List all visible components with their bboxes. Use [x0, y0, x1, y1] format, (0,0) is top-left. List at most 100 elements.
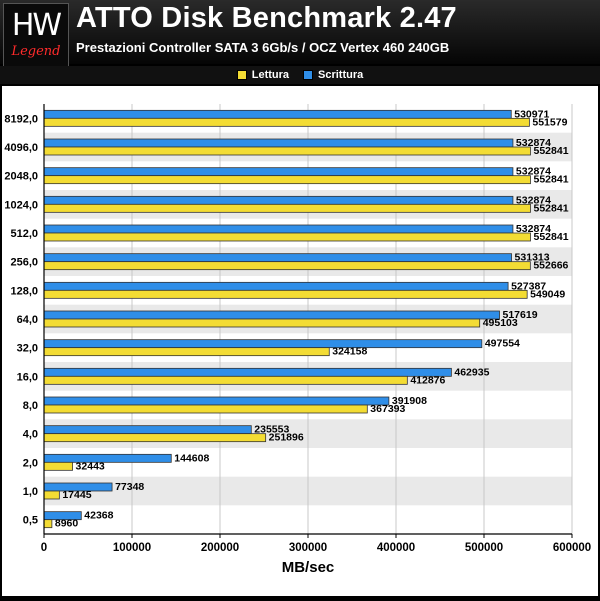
bar-read	[43, 261, 531, 271]
data-label-write: 532874	[516, 194, 551, 206]
y-tick-label: 8,0	[23, 400, 38, 412]
data-label-write: 531313	[515, 252, 550, 264]
x-axis-labels: 0 100000 200000 300000 400000 500000 600000	[41, 542, 591, 554]
bar-write	[43, 167, 514, 177]
data-label-read: 551579	[532, 116, 567, 128]
data-label-read: 549049	[530, 288, 565, 300]
y-tick-label: 2048,0	[4, 171, 38, 183]
data-label-write: 532874	[516, 166, 551, 178]
y-tick-label: 512,0	[10, 228, 38, 240]
data-label-write: 462935	[454, 366, 489, 378]
data-label-read: 32443	[76, 460, 105, 472]
data-label-write: 530971	[514, 108, 549, 120]
bar-read	[43, 461, 73, 471]
bar-write	[43, 253, 512, 263]
bar-chart: 5309715515795328745528415328745528415328…	[4, 104, 591, 576]
data-label-write: 527387	[511, 280, 546, 292]
bar-write	[43, 281, 509, 291]
axes	[43, 104, 573, 538]
data-label-read: 412876	[410, 374, 445, 386]
bar-read	[43, 433, 267, 443]
bar-read	[43, 175, 531, 185]
y-tick-label: 128,0	[10, 285, 38, 297]
y-axis-labels: 8192,0 4096,0 2048,0 1024,0 512,0 256,0 128,0 6…	[4, 113, 38, 526]
legend-swatch-read	[236, 70, 247, 80]
data-label-write: 144608	[174, 452, 209, 464]
data-label-read: 367393	[370, 403, 405, 415]
x-tick-label: 400000	[377, 542, 415, 554]
bars: 5309715515795328745528415328745528415328…	[43, 108, 569, 530]
y-tick-label: 0,5	[23, 515, 38, 527]
bar-read	[43, 404, 368, 414]
bar-read	[43, 519, 53, 529]
data-label-write: 532874	[516, 223, 551, 235]
bar-read	[43, 318, 481, 328]
x-axis-title: MB/sec	[282, 559, 335, 576]
data-label-read: 552841	[534, 231, 569, 243]
bar-read	[43, 203, 531, 213]
bar-write	[43, 310, 500, 320]
bar-write	[43, 109, 512, 119]
data-label-read: 324158	[332, 346, 367, 358]
logo-script: Legend	[11, 44, 61, 59]
legend-item-read: Lettura	[236, 69, 290, 81]
bar-read	[43, 375, 408, 385]
hwlegend-logo: HW Legend	[3, 3, 69, 67]
bar-write	[43, 425, 252, 435]
logo-mark: HW	[11, 8, 62, 43]
y-tick-label: 1,0	[23, 486, 38, 498]
x-tick-label: 0	[41, 542, 47, 554]
x-tick-label: 300000	[289, 542, 327, 554]
y-tick-label: 1024,0	[4, 199, 38, 211]
data-label-write: 42368	[84, 510, 113, 522]
plot-panel: 530971 551579 532874 552841 532874 552841 5328…	[2, 86, 598, 596]
y-tick-label: 2,0	[23, 457, 38, 469]
chart-subtitle: Prestazioni Controller SATA 3 6Gb/s / OC…	[76, 40, 450, 55]
bar-write	[43, 396, 390, 406]
data-label-read: 495103	[483, 317, 518, 329]
data-label-read: 552841	[534, 174, 569, 186]
data-label-write: 497554	[485, 338, 520, 350]
bar-read	[43, 232, 531, 242]
bar-write	[43, 195, 514, 205]
chart-legend: Lettura Scrittura	[0, 66, 600, 84]
x-tick-label: 500000	[465, 542, 503, 554]
bar-write	[43, 138, 514, 148]
data-label-write: 77348	[115, 481, 144, 493]
chart-header: HW Legend ATTO Disk Benchmark 2.47 Prest…	[0, 0, 600, 67]
x-tick-label: 100000	[113, 542, 151, 554]
legend-label-read: Lettura	[251, 69, 290, 81]
data-label-read: 251896	[269, 432, 304, 444]
bar-write	[43, 367, 452, 377]
bar-read	[43, 146, 531, 156]
data-label-write: 532874	[516, 137, 551, 149]
y-tick-label: 64,0	[17, 314, 38, 326]
chart-title: ATTO Disk Benchmark 2.47	[76, 2, 457, 34]
x-tick-label: 600000	[553, 542, 591, 554]
bar-write	[43, 224, 514, 234]
legend-swatch-write	[303, 70, 314, 80]
bar-read	[43, 117, 530, 127]
y-tick-label: 16,0	[17, 371, 38, 383]
x-tick-label: 200000	[201, 542, 239, 554]
legend-item-write: Scrittura	[303, 69, 363, 81]
data-label-write: 235553	[254, 424, 289, 436]
data-label-read: 17445	[62, 489, 91, 501]
y-tick-label: 4096,0	[4, 142, 38, 154]
y-tick-label: 4,0	[23, 429, 38, 441]
data-label-read: 552666	[533, 260, 568, 272]
legend-label-write: Scrittura	[318, 69, 364, 81]
bar-write	[43, 453, 172, 463]
bar-read	[43, 347, 330, 357]
bar-read	[43, 490, 60, 500]
y-tick-label: 32,0	[17, 343, 38, 355]
data-label-read: 552841	[534, 202, 569, 214]
data-label-read: 8960	[55, 518, 79, 530]
data-label-read: 552841	[534, 145, 569, 157]
y-tick-label: 256,0	[10, 257, 38, 269]
y-tick-label: 8192,0	[4, 113, 38, 125]
bar-read	[43, 289, 528, 299]
bar-write	[43, 339, 483, 349]
data-label-write: 517619	[503, 309, 538, 321]
